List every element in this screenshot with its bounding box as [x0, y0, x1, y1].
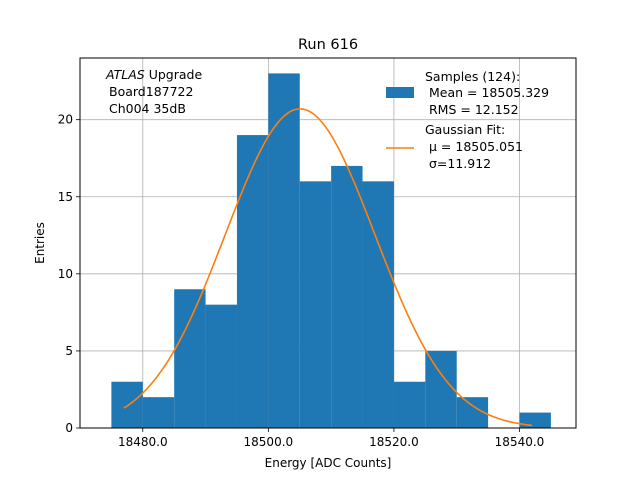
histogram-bar: [142, 397, 175, 428]
legend-samples-line1: Samples (124):: [425, 69, 520, 84]
histogram-bar: [519, 412, 551, 428]
y-axis-ticks: 0 5 10 15 20: [58, 113, 80, 435]
x-tick-label: 18480.0: [118, 435, 168, 449]
histogram-bar: [393, 381, 426, 428]
y-axis-label: Entries: [33, 222, 47, 264]
histogram-bar: [268, 73, 300, 429]
y-tick-label: 20: [58, 113, 73, 127]
fit-curve: [123, 108, 533, 427]
x-axis-ticks: 18480.0 18500.0 18520.0 18540.0: [118, 428, 544, 449]
histogram-bar: [299, 181, 332, 428]
histogram-bar: [236, 135, 269, 429]
x-axis-label: Energy [ADC Counts]: [265, 456, 392, 470]
x-tick-label: 18500.0: [244, 435, 294, 449]
annotation-block: ATLAS Upgrade Board187722 Ch004 35dB: [105, 67, 202, 116]
y-tick-label: 0: [65, 421, 73, 435]
legend-samples-line3: RMS = 12.152: [429, 102, 519, 117]
y-tick-label: 15: [58, 190, 73, 204]
x-tick-label: 18540.0: [495, 435, 545, 449]
histogram-bar: [111, 381, 143, 428]
histogram-bar: [425, 350, 457, 428]
y-tick-label: 5: [65, 344, 73, 358]
histogram-bar: [331, 165, 363, 428]
annotation-atlas: ATLAS: [105, 67, 145, 82]
legend-fit-line2: μ = 18505.051: [429, 139, 523, 154]
legend-samples-line2: Mean = 18505.329: [429, 85, 549, 100]
histogram-bar: [205, 304, 237, 428]
legend-samples-swatch: [386, 87, 414, 98]
legend: Samples (124): Mean = 18505.329 RMS = 12…: [386, 69, 549, 171]
plot-frame: [79, 57, 577, 429]
legend-fit-line1: Gaussian Fit:: [425, 122, 505, 137]
x-tick-label: 18520.0: [369, 435, 419, 449]
histogram-bar: [174, 289, 206, 428]
histogram-bar: [362, 181, 394, 428]
legend-fit-line3: σ=11.912: [429, 156, 491, 171]
y-tick-label: 10: [58, 267, 73, 281]
histogram-bars: [111, 73, 551, 429]
annotation-line2: Board187722: [109, 84, 193, 99]
annotation-upgrade: Upgrade: [145, 67, 203, 82]
gaussian-fit: [123, 108, 533, 427]
annotation-line3: Ch004 35dB: [109, 101, 186, 116]
chart-title: Run 616: [298, 37, 358, 53]
annotation-line1: ATLAS Upgrade: [105, 67, 202, 82]
